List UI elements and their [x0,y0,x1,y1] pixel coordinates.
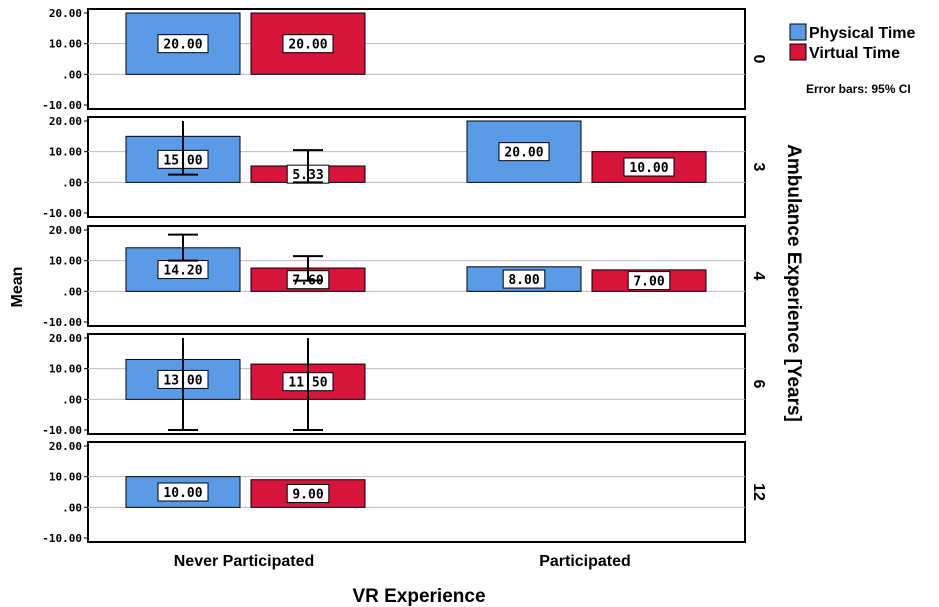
y-tick-label: -10.00 [42,316,82,329]
data-label: 9.00 [292,488,323,503]
panel-strip-label: 3 [750,163,767,172]
y-tick-label: .00 [62,501,82,514]
data-label-box [157,34,209,54]
y-tick-label: 10.00 [49,471,82,484]
panel-strip-label: 6 [750,380,767,389]
y-tick-label: -10.00 [42,207,82,220]
y-tick-label: 20.00 [49,115,82,128]
error-bar-note: Error bars: 95% CI [806,82,911,96]
y-axis-label: Mean [9,267,26,308]
y-tick-label: 20.00 [49,224,82,237]
y-tick-label: .00 [62,68,82,81]
data-label: 10.00 [163,486,202,501]
data-label: 7.00 [633,275,664,290]
panel-axis-label: Ambulance Experience [Years] [783,144,804,422]
data-label: 20.00 [163,38,202,53]
panel-12: 20.00 10.00 .00 -10.00 10.00 9.00 12 [42,440,767,545]
legend: Physical Time Virtual Time Error bars: 9… [789,23,916,96]
data-label: 10.00 [629,161,668,176]
legend-swatch-physical-time [789,23,807,41]
y-tick-label: -10.00 [42,99,82,112]
legend-label-physical-time: Physical Time [809,25,916,42]
y-tick-label: -10.00 [42,532,82,545]
y-tick-label: 10.00 [49,255,82,268]
y-tick-label: .00 [62,176,82,189]
panel-strip-label: 0 [750,55,767,64]
y-tick-label: 10.00 [49,38,82,51]
data-label-box [623,157,675,177]
y-tick-label: 20.00 [49,7,82,20]
y-tick-label: 20.00 [49,440,82,453]
data-label-box [498,142,550,162]
panel-0: 20.00 10.00 .00 -10.00 20.00 20.00 0 [42,7,767,112]
bar [591,151,707,183]
chart-panels: 20.00 10.00 .00 -10.00 20.00 20.00 0 20.00 10.00… [42,7,767,545]
data-label: 20.00 [504,146,543,161]
data-label-box [627,271,671,291]
data-label-box [157,482,209,502]
data-label-box [282,34,334,54]
data-label-box [286,484,330,504]
y-tick-label: -10.00 [42,424,82,437]
data-label: 20.00 [288,38,327,53]
y-tick-label: 20.00 [49,332,82,345]
data-label-box [502,269,546,289]
x-category-label: Never Participated [174,553,315,570]
x-axis-label: VR Experience [352,586,485,607]
y-tick-label: 10.00 [49,146,82,159]
data-label: 8.00 [508,273,539,288]
y-tick-label: .00 [62,393,82,406]
data-label: 14.20 [163,264,202,279]
panel-strip-label: 12 [750,483,767,501]
legend-swatch-virtual-time [789,43,807,61]
panel-strip-label: 4 [750,272,767,281]
y-tick-label: 10.00 [49,363,82,376]
x-category-label: Participated [539,553,631,570]
legend-label-virtual-time: Virtual Time [809,45,900,62]
y-tick-label: .00 [62,285,82,298]
